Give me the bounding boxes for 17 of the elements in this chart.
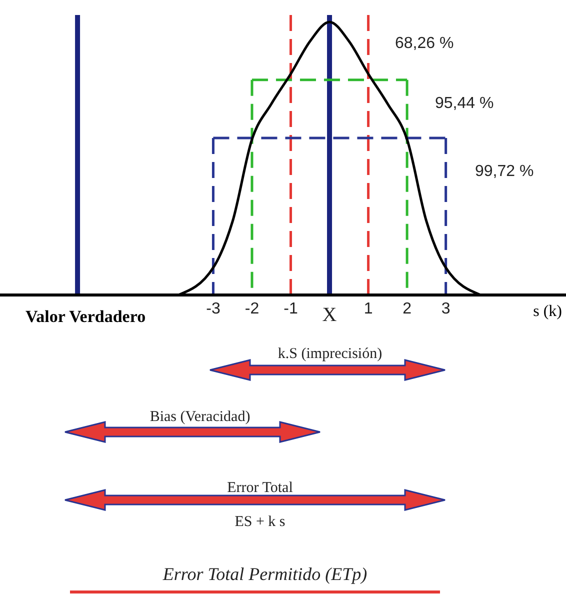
annotation: 99,72 % [475, 163, 534, 180]
x-tick-label: X [322, 304, 338, 326]
text: Error Total [227, 480, 293, 496]
x-tick-label: -3 [206, 300, 220, 318]
x-tick-label: -1 [284, 300, 298, 318]
annotation: 68,26 % [395, 35, 454, 52]
ref-line-label: Valor Verdadero [25, 307, 146, 326]
text: Error Total Permitido (ETp) [162, 564, 368, 584]
text: ES + k s [234, 514, 286, 530]
x-tick-label: 1 [364, 300, 373, 318]
x-tick-label: 2 [402, 300, 412, 318]
x-tick-label: 3 [441, 300, 450, 318]
annotation: 95,44 % [435, 95, 494, 112]
x-axis-title: s (k) [533, 303, 562, 320]
x-tick-label: -2 [244, 300, 260, 318]
text: k.S (imprecisión) [278, 346, 382, 362]
text: Bias (Veracidad) [150, 409, 250, 425]
